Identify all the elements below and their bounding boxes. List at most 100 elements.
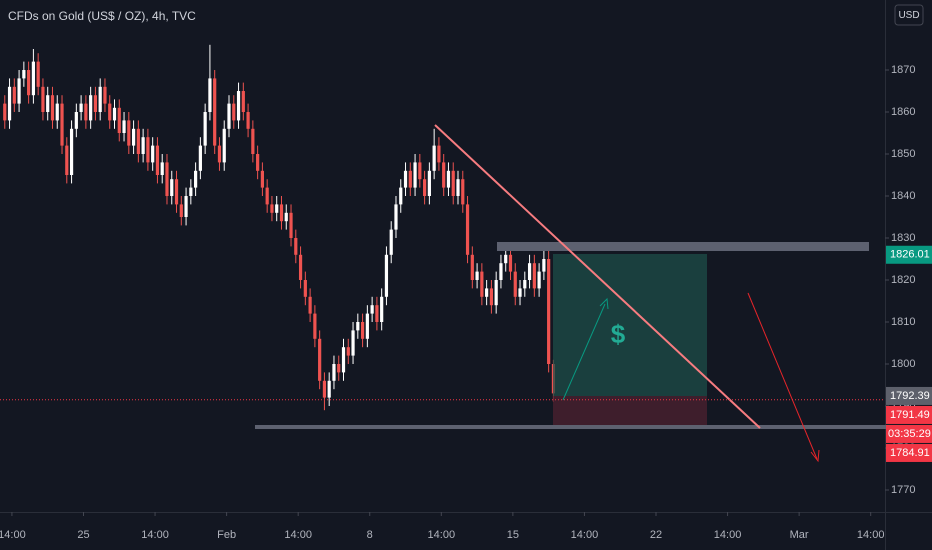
candle-body (542, 259, 546, 272)
candle-body (236, 91, 241, 121)
x-tick-label: 14:00 (857, 529, 885, 541)
candle-body (279, 204, 284, 222)
y-tick-label: 1770 (891, 484, 915, 496)
price-label-box (886, 245, 932, 264)
candle-body (418, 162, 422, 180)
candle-body (46, 95, 50, 113)
x-tick-label: 14:00 (428, 529, 456, 541)
candle-body (427, 170, 431, 197)
y-tick-label: 1840 (891, 190, 915, 202)
candle-body (65, 145, 69, 176)
candle-body (174, 179, 179, 205)
up-arrow-head (599, 297, 609, 310)
countdown: 03:35:29 (888, 428, 931, 440)
candle-body (370, 305, 374, 314)
candle-body (322, 380, 327, 398)
candle-body (508, 254, 513, 272)
candle-body (537, 271, 541, 289)
candle-body (470, 254, 474, 281)
x-tick-label: 15 (507, 529, 519, 541)
x-tick-label: Mar (790, 529, 809, 541)
candles (3, 44, 556, 411)
candle-body (93, 95, 98, 113)
candle-body (217, 145, 222, 163)
candle-body (480, 271, 484, 297)
candle-body (69, 128, 74, 176)
annotation: $ (611, 319, 626, 349)
candle-body (532, 263, 536, 289)
candle-body (403, 170, 408, 188)
candle-body (127, 120, 131, 146)
chart-title: CFDs on Gold (US$ / OZ), 4h, TVC (8, 9, 196, 23)
up-arrow (562, 303, 606, 401)
candle-body (208, 78, 212, 113)
candle-body (184, 196, 188, 218)
candle-body (294, 238, 298, 255)
candle-body (41, 86, 45, 113)
candle-body (389, 229, 393, 255)
candle-body (380, 296, 384, 323)
candle-body (122, 120, 126, 134)
x-tick-label: 22 (650, 529, 662, 541)
candle-body (136, 128, 140, 155)
axes: 1770178017901800181018201830184018501860… (0, 64, 932, 541)
candle-body (461, 179, 465, 205)
down-arrow (747, 292, 818, 460)
x-tick-label: 14:00 (284, 529, 312, 541)
candle-body (289, 212, 293, 239)
candle-body (251, 128, 255, 155)
y-tick-label: 1810 (891, 316, 915, 328)
price-label-box (886, 386, 932, 405)
candle-body (170, 179, 174, 197)
candle-body (442, 162, 446, 188)
candle-body (298, 254, 303, 281)
candle-body (518, 288, 522, 297)
currency[interactable]: USD (898, 10, 919, 21)
x-tick-label: Feb (217, 529, 236, 541)
candle-body (523, 280, 527, 289)
countdown-box (886, 424, 932, 443)
candle-body (318, 338, 322, 381)
candle-body (55, 103, 59, 121)
candle-body (547, 259, 551, 364)
candle-body (74, 112, 78, 129)
candle-body (413, 162, 417, 188)
y-tick-label: 1850 (891, 148, 915, 160)
candle-body (489, 288, 494, 306)
x-tick-label: 14:00 (141, 529, 169, 541)
candle-body (7, 86, 12, 121)
candle-body (241, 91, 245, 113)
y-tick-label: 1870 (891, 64, 915, 76)
candle-body (332, 363, 336, 381)
y-tick-label: 1830 (891, 232, 915, 244)
candle-body (160, 162, 164, 176)
candle-body (327, 380, 331, 398)
candle-body (465, 204, 470, 255)
support-line (255, 425, 932, 429)
candle-body (50, 95, 55, 121)
candle-body (36, 61, 40, 87)
candle-body (151, 145, 155, 163)
candle-body (146, 137, 150, 163)
candle-body (222, 128, 226, 163)
candle-body (313, 313, 317, 339)
candle-body (408, 170, 412, 188)
candle-body (384, 254, 389, 297)
candle-body (494, 280, 498, 306)
candle-body (3, 103, 7, 121)
candle-body (499, 263, 503, 281)
trend-line (434, 124, 761, 429)
candle-body (131, 128, 136, 146)
price-label: 1791.49 (890, 409, 930, 421)
down-arrow-head (810, 449, 820, 463)
candle-body (451, 170, 455, 197)
currency-button[interactable] (894, 4, 924, 26)
candle-body (337, 363, 341, 373)
candle-body (155, 145, 160, 176)
candle-body (341, 347, 346, 373)
candle-body (203, 112, 207, 146)
candle-body (360, 322, 365, 339)
candle-body (275, 204, 279, 213)
